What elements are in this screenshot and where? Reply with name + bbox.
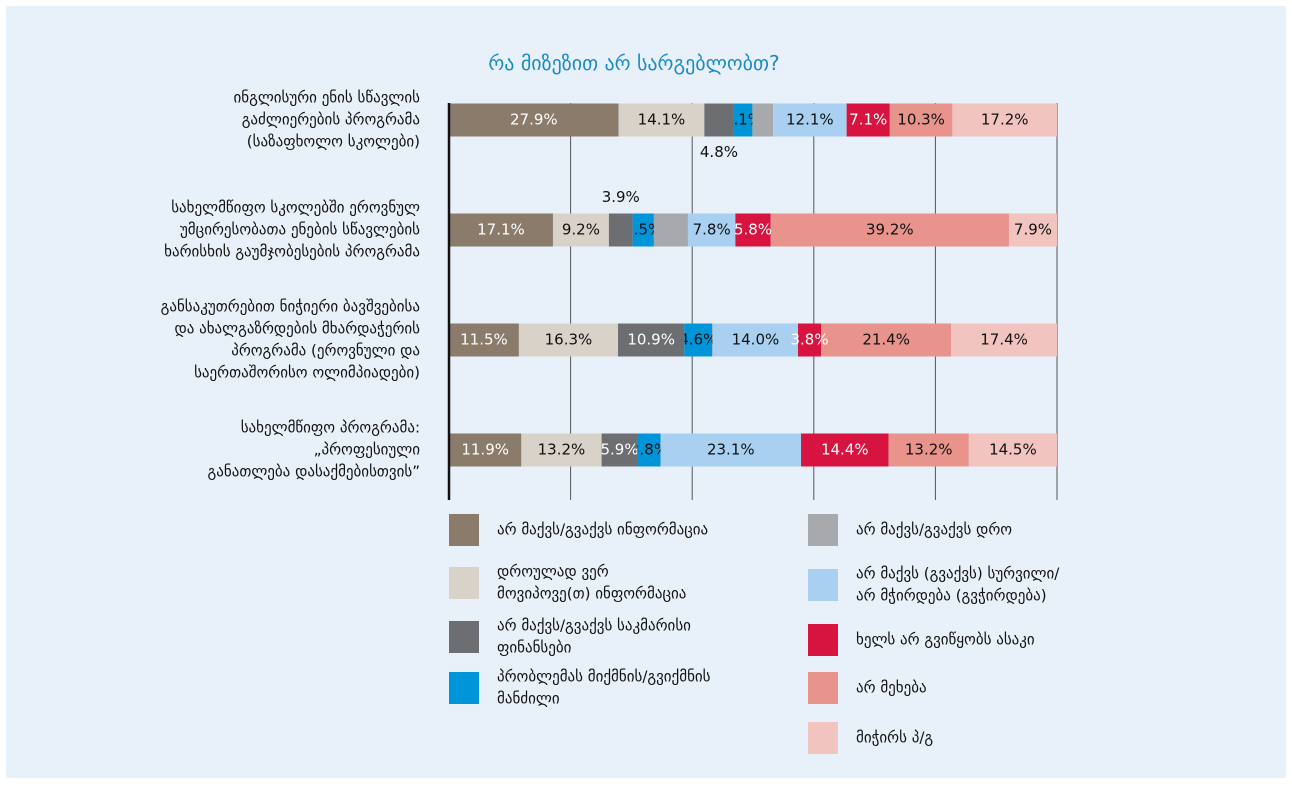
value-label: 27.9% xyxy=(510,111,558,129)
value-label: 12.1% xyxy=(786,111,834,129)
legend-label: პრობლემას მიქმნის/გვიქმნის მანძილი xyxy=(497,668,711,708)
legend-label: არ მაქვს/გვაქვს ინფორმაცია xyxy=(497,521,708,539)
bar-segment xyxy=(797,323,822,357)
value-label: 21.4% xyxy=(862,331,910,349)
value-label: 13.2% xyxy=(538,441,586,459)
bar-segment xyxy=(653,213,688,247)
legend-label: არ მეხება xyxy=(856,679,927,697)
legend-swatch xyxy=(449,514,479,546)
bar-segment xyxy=(1008,213,1057,247)
value-label: 14.5% xyxy=(989,441,1037,459)
value-label: 11.9% xyxy=(461,441,509,459)
bar-segment xyxy=(449,433,522,467)
legend-swatch xyxy=(449,672,479,704)
value-label: 4.8% xyxy=(700,143,738,161)
legend-label: დროულად ვერ მოვიპოვე(თ) ინფორმაცია xyxy=(497,563,686,603)
bar-segment xyxy=(821,323,952,357)
bar-segment xyxy=(601,433,638,467)
bar-segment xyxy=(449,323,519,357)
bar-segment xyxy=(952,103,1057,137)
bar-segment xyxy=(770,213,1009,247)
value-label: 17.1% xyxy=(477,221,525,239)
legend-label: არ მაქვს/გვაქვს საკმარისი ფინანსები xyxy=(497,617,691,657)
legend-label: ხელს არ გვიწყობს ასაკი xyxy=(856,631,1035,649)
value-label: 17.4% xyxy=(980,331,1028,349)
legend-swatch xyxy=(808,722,838,754)
bar-segment xyxy=(888,433,969,467)
legend-label: მიჭირს პ/გ xyxy=(856,729,933,747)
bar-segment xyxy=(712,323,798,357)
bar-segment xyxy=(773,103,847,137)
bar-segment xyxy=(518,323,619,357)
bar-segment xyxy=(632,213,654,247)
value-label: 3.8% xyxy=(630,441,668,459)
value-label: 23.1% xyxy=(707,441,755,459)
bar-segment xyxy=(846,103,890,137)
value-label: 14.1% xyxy=(638,111,686,129)
legend-swatch xyxy=(808,672,838,704)
chart-title: რა მიზეზით არ სარგებლობთ? xyxy=(488,51,779,75)
legend-swatch xyxy=(808,624,838,656)
bar-segment xyxy=(687,213,736,247)
legend-label: არ მაქვს/გვაქვს დრო xyxy=(856,521,1012,539)
value-label: 9.2% xyxy=(562,221,600,239)
value-label: 13.2% xyxy=(905,441,953,459)
legend-swatch xyxy=(808,514,838,546)
bar-segment xyxy=(449,103,619,137)
bar-segment xyxy=(618,103,705,137)
category-label: განსაკუთრებით ნიჭიერი ბავშვებისა და ახალგ… xyxy=(161,298,421,382)
legend-label: არ მაქვს (გვაქვს) სურვილი/არ მჭირდება (გ… xyxy=(856,565,1060,605)
category-label: სახელმწიფო სკოლებში ეროვნულ უმცირესობათა … xyxy=(164,199,420,261)
bar-segment xyxy=(733,103,753,137)
value-label: 3.5% xyxy=(624,221,662,239)
bar-segment xyxy=(752,103,774,137)
value-label: 5.9% xyxy=(600,441,638,459)
legend-swatch xyxy=(449,621,479,653)
value-label: 17.2% xyxy=(981,111,1029,129)
bar-segment xyxy=(968,433,1057,467)
value-label: 5.8% xyxy=(734,221,772,239)
value-label: 7.9% xyxy=(1014,221,1052,239)
bar-segment xyxy=(637,433,661,467)
category-label: ინგლისური ენის სწავლის გაძლიერების პროგრა… xyxy=(234,89,421,151)
bar-segment xyxy=(735,213,771,247)
value-label: 16.3% xyxy=(545,331,593,349)
bar-segment xyxy=(801,433,889,467)
value-label: 4.6% xyxy=(679,331,717,349)
value-label: 11.5% xyxy=(460,331,508,349)
bar-segment xyxy=(704,103,734,137)
value-label: 7.1% xyxy=(849,111,887,129)
bar-segment xyxy=(552,213,609,247)
category-label: სახელმწიფო პროგრამა: „პროფესიული განათლება… xyxy=(208,419,421,481)
bar-segment xyxy=(889,103,953,137)
value-label: 10.9% xyxy=(627,331,675,349)
value-label: 39.2% xyxy=(866,221,914,239)
legend-swatch xyxy=(808,569,838,601)
bar-segment xyxy=(521,433,602,467)
bar-segment xyxy=(449,213,553,247)
bar-segment xyxy=(712,323,713,357)
bar-segment xyxy=(660,433,802,467)
value-label: 7.8% xyxy=(693,221,731,239)
bar-segment xyxy=(618,323,685,357)
value-label: 3.1% xyxy=(724,111,762,129)
value-label: 10.3% xyxy=(897,111,945,129)
value-label: 14.0% xyxy=(732,331,780,349)
value-label: 3.9% xyxy=(602,188,640,206)
bar-segment xyxy=(608,213,633,247)
legend-swatch xyxy=(449,567,479,599)
bar-segment xyxy=(951,323,1057,357)
value-label: 3.8% xyxy=(790,331,828,349)
bar-segment xyxy=(684,323,713,357)
value-label: 14.4% xyxy=(821,441,869,459)
